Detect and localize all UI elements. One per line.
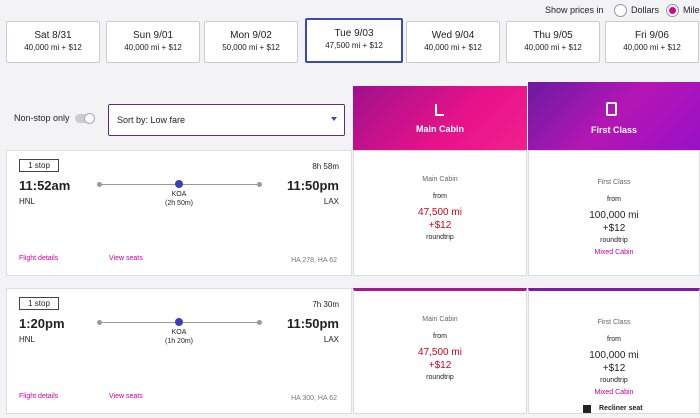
- miles-price: 47,500 mi: [418, 207, 462, 218]
- route-start: [97, 182, 102, 187]
- sort-dropdown[interactable]: Sort by: Low fare: [108, 104, 345, 136]
- main-cabin-title: Main Cabin: [415, 124, 464, 134]
- toggle-knob: [84, 113, 95, 124]
- date-tab[interactable]: Fri 9/06 40,000 mi + $12: [605, 21, 699, 63]
- date-price: 40,000 mi + $12: [124, 43, 182, 52]
- radio-dollars-label: Dollars: [631, 5, 660, 15]
- date-tab[interactable]: Wed 9/04 40,000 mi + $12: [406, 21, 500, 63]
- date-tab[interactable]: Tue 9/03 47,500 mi + $12: [305, 18, 403, 63]
- seat-feature-icon: [583, 405, 591, 413]
- radio-dollars[interactable]: [614, 4, 627, 17]
- stops-badge: 1 stop: [19, 159, 59, 172]
- route-end: [257, 320, 262, 325]
- trip-type: roundtrip: [600, 237, 628, 244]
- fee: +$12: [602, 223, 626, 234]
- cabin-label: Main Cabin: [422, 176, 458, 183]
- seat-feature: Recliner seat: [599, 405, 643, 412]
- destination: LAX: [323, 197, 339, 206]
- from-label: from: [433, 333, 447, 340]
- layover: (2h 50m): [164, 200, 193, 207]
- date-day: Mon 9/02: [230, 30, 272, 41]
- miles-price: 47,500 mi: [418, 347, 462, 358]
- depart-time: 11:52am: [19, 178, 71, 193]
- cabin-label: First Class: [597, 319, 631, 326]
- layover: (1h 20m): [164, 338, 193, 345]
- flight-details-link[interactable]: Flight details: [19, 393, 59, 400]
- flight-details-link[interactable]: Flight details: [19, 255, 59, 262]
- arrive-time: 11:50pm: [286, 316, 339, 331]
- radio-miles-dot: [669, 7, 676, 14]
- origin: HNL: [19, 197, 36, 206]
- first-class-title: First Class: [590, 125, 638, 135]
- date-day: Wed 9/04: [431, 30, 475, 41]
- first-class-header: First Class: [528, 82, 700, 150]
- stop-dot: [175, 318, 183, 326]
- from-label: from: [607, 196, 621, 203]
- date-day: Fri 9/06: [635, 30, 669, 41]
- duration: 8h 58m: [312, 162, 339, 171]
- route-start: [97, 320, 102, 325]
- date-price: 40,000 mi + $12: [424, 43, 482, 52]
- date-price: 40,000 mi + $12: [24, 43, 82, 52]
- stops-badge: 1 stop: [19, 297, 59, 310]
- mixed-cabin-note: Mixed Cabin: [594, 389, 634, 396]
- nonstop-toggle[interactable]: [75, 113, 95, 124]
- date-day: Thu 9/05: [533, 30, 573, 41]
- flight-card: 1 stop 8h 58m 11:52am 11:50pm HNL LAX KOA (2h 5…: [6, 150, 352, 276]
- price-toggle-label: Show prices in: [545, 5, 604, 15]
- seat-icon: [606, 102, 617, 116]
- nonstop-label: Non-stop only: [14, 113, 70, 123]
- miles-price: 100,000 mi: [589, 210, 639, 221]
- seat-icon: [435, 104, 444, 116]
- view-seats-link[interactable]: View seats: [109, 393, 143, 400]
- date-price: 40,000 mi + $12: [623, 43, 681, 52]
- date-price: 47,500 mi + $12: [325, 41, 383, 50]
- fee: +$12: [602, 363, 626, 374]
- origin: HNL: [19, 335, 36, 344]
- via-airport: KOA: [171, 191, 187, 198]
- date-day: Tue 9/03: [334, 28, 374, 39]
- stop-dot: [175, 180, 183, 188]
- date-price: 40,000 mi + $12: [524, 43, 582, 52]
- from-label: from: [433, 193, 447, 200]
- from-label: from: [607, 336, 621, 343]
- first-cabin-cell[interactable]: First Class from 100,000 mi +$12 roundtrip Mi…: [528, 150, 700, 276]
- arrive-time: 11:50pm: [286, 178, 339, 193]
- fee: +$12: [428, 360, 452, 371]
- duration: 7h 30m: [312, 300, 339, 309]
- date-day: Sun 9/01: [132, 30, 174, 41]
- main-cabin-cell[interactable]: Main Cabin from 47,500 mi +$12 roundtrip: [353, 150, 527, 276]
- trip-type: roundtrip: [426, 234, 454, 241]
- flight-numbers: HA 300, HA 62: [291, 395, 337, 402]
- destination: LAX: [323, 335, 339, 344]
- dropdown-arrow: [331, 117, 337, 121]
- first-cabin-cell[interactable]: First Class from 100,000 mi +$12 roundtrip Mi…: [528, 288, 700, 414]
- via-airport: KOA: [171, 329, 187, 336]
- cabin-label: Main Cabin: [422, 316, 458, 323]
- miles-price: 100,000 mi: [589, 350, 639, 361]
- date-price: 50,000 mi + $12: [222, 43, 280, 52]
- flight-card: 1 stop 7h 30m 1:20pm 11:50pm HNL LAX KOA (1h 20…: [6, 288, 352, 414]
- trip-type: roundtrip: [426, 374, 454, 381]
- trip-type: roundtrip: [600, 377, 628, 384]
- date-tab[interactable]: Sat 8/31 40,000 mi + $12: [6, 21, 100, 63]
- fee: +$12: [428, 220, 452, 231]
- cabin-label: First Class: [597, 179, 631, 186]
- flight-numbers: HA 278, HA 62: [291, 257, 337, 264]
- date-tab[interactable]: Sun 9/01 40,000 mi + $12: [106, 21, 200, 63]
- main-cabin-header: Main Cabin: [353, 86, 527, 150]
- radio-miles-label: Miles: [683, 5, 700, 15]
- date-tab[interactable]: Thu 9/05 40,000 mi + $12: [506, 21, 600, 63]
- date-day: Sat 8/31: [34, 30, 72, 41]
- sort-label: Sort by: Low fare: [117, 115, 186, 125]
- main-cabin-cell[interactable]: Main Cabin from 47,500 mi +$12 roundtrip: [353, 288, 527, 414]
- mixed-cabin-note: Mixed Cabin: [594, 249, 634, 256]
- view-seats-link[interactable]: View seats: [109, 255, 143, 262]
- depart-time: 1:20pm: [19, 316, 65, 331]
- route-end: [257, 182, 262, 187]
- date-tab[interactable]: Mon 9/02 50,000 mi + $12: [204, 21, 298, 63]
